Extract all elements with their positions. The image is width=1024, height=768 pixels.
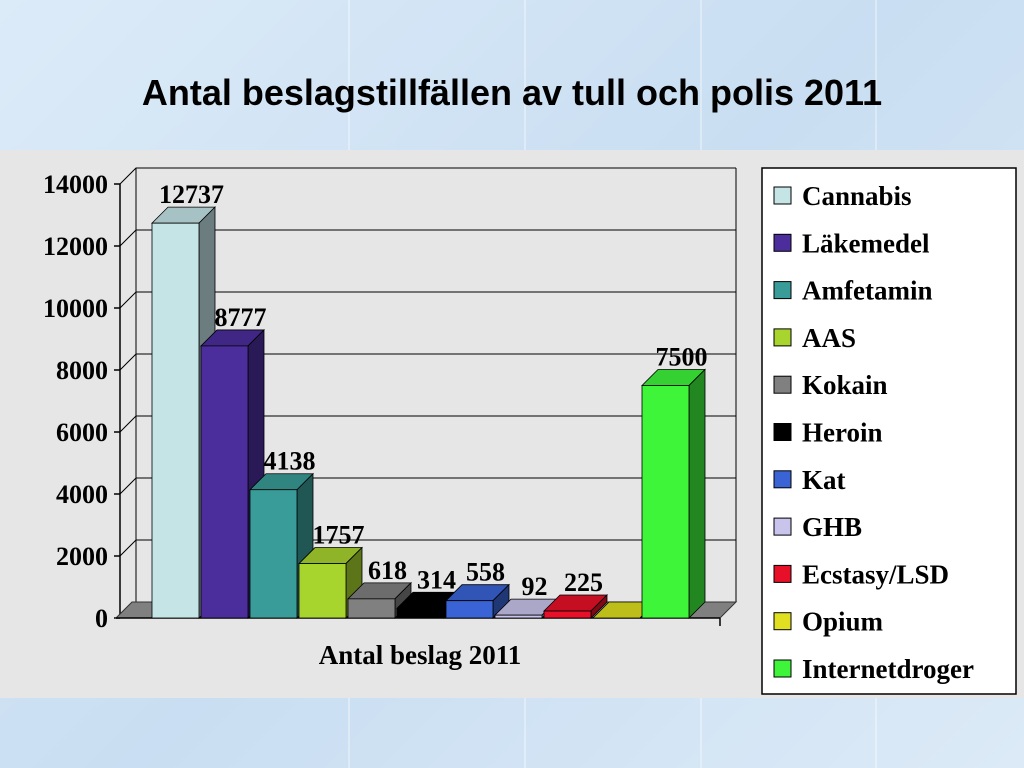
legend-swatch — [773, 564, 792, 583]
data-label: 558 — [466, 558, 505, 587]
y-tick-label: 12000 — [43, 232, 108, 261]
legend-label: Läkemedel — [802, 228, 930, 258]
legend-label: Kokain — [802, 370, 888, 400]
slide-title: Antal beslagstillfällen av tull och poli… — [141, 72, 883, 113]
bar — [641, 368, 706, 619]
bar-front — [200, 345, 249, 619]
y-tick-label: 4000 — [56, 480, 108, 509]
legend-swatch — [773, 612, 792, 631]
legend-label: Ecstasy/LSD — [802, 559, 949, 589]
y-axis: 0 2000 4000 6000 8000 10000 12000 14000 — [43, 170, 121, 633]
legend-label: Opium — [802, 607, 884, 637]
data-label: 618 — [368, 556, 407, 585]
legend-label: Internetdroger — [802, 654, 974, 684]
legend: Cannabis Läkemedel Amfetamin AAS Kokain Heroi… — [761, 167, 1017, 695]
y-tick-label: 14000 — [43, 170, 108, 199]
data-label: 8777 — [215, 303, 267, 332]
bar-side — [688, 368, 706, 619]
bar-front — [347, 598, 396, 619]
legend-swatch — [773, 233, 792, 252]
legend-box — [761, 167, 1017, 695]
bar-front — [298, 563, 347, 619]
data-label: 92 — [522, 572, 548, 601]
y-tick-label: 6000 — [56, 418, 108, 447]
bar-front — [249, 489, 298, 619]
legend-swatch — [773, 375, 792, 394]
bar-chart: 0 2000 4000 6000 8000 10000 12000 14000 12737 87… — [43, 167, 1017, 695]
bar-front — [151, 222, 200, 619]
data-label: 1757 — [313, 521, 365, 550]
legend-label: Kat — [802, 465, 846, 495]
bar-front — [396, 607, 445, 619]
legend-swatch — [773, 659, 792, 678]
bar-front — [641, 385, 690, 619]
y-tick-label: 8000 — [56, 356, 108, 385]
legend-swatch — [773, 186, 792, 205]
x-axis-label: Antal beslag 2011 — [319, 640, 522, 670]
legend-label: Cannabis — [802, 181, 912, 211]
legend-label: AAS — [802, 323, 856, 353]
data-label: 7500 — [656, 343, 708, 372]
bar-front — [543, 610, 592, 619]
legend-swatch — [773, 423, 792, 441]
legend-label: Heroin — [802, 418, 883, 448]
y-tick-label: 10000 — [43, 294, 108, 323]
legend-swatch — [773, 281, 792, 300]
legend-swatch — [773, 328, 792, 347]
data-label: 12737 — [159, 180, 224, 209]
y-tick-label: 2000 — [56, 542, 108, 571]
gridlines — [119, 167, 737, 619]
legend-label: GHB — [802, 512, 862, 542]
bar-front — [445, 600, 494, 619]
legend-swatch — [773, 517, 792, 536]
legend-label: Amfetamin — [802, 276, 932, 306]
data-label: 225 — [564, 568, 603, 597]
data-label: 314 — [417, 565, 456, 594]
bar — [543, 594, 608, 619]
chart-panel: 0 2000 4000 6000 8000 10000 12000 14000 12737 87… — [0, 150, 1024, 698]
y-tick-label: 0 — [95, 604, 108, 633]
bar-front — [494, 614, 543, 619]
legend-swatch — [773, 470, 792, 489]
bars — [151, 206, 706, 619]
bar — [249, 472, 314, 619]
data-label: 4138 — [264, 447, 316, 476]
